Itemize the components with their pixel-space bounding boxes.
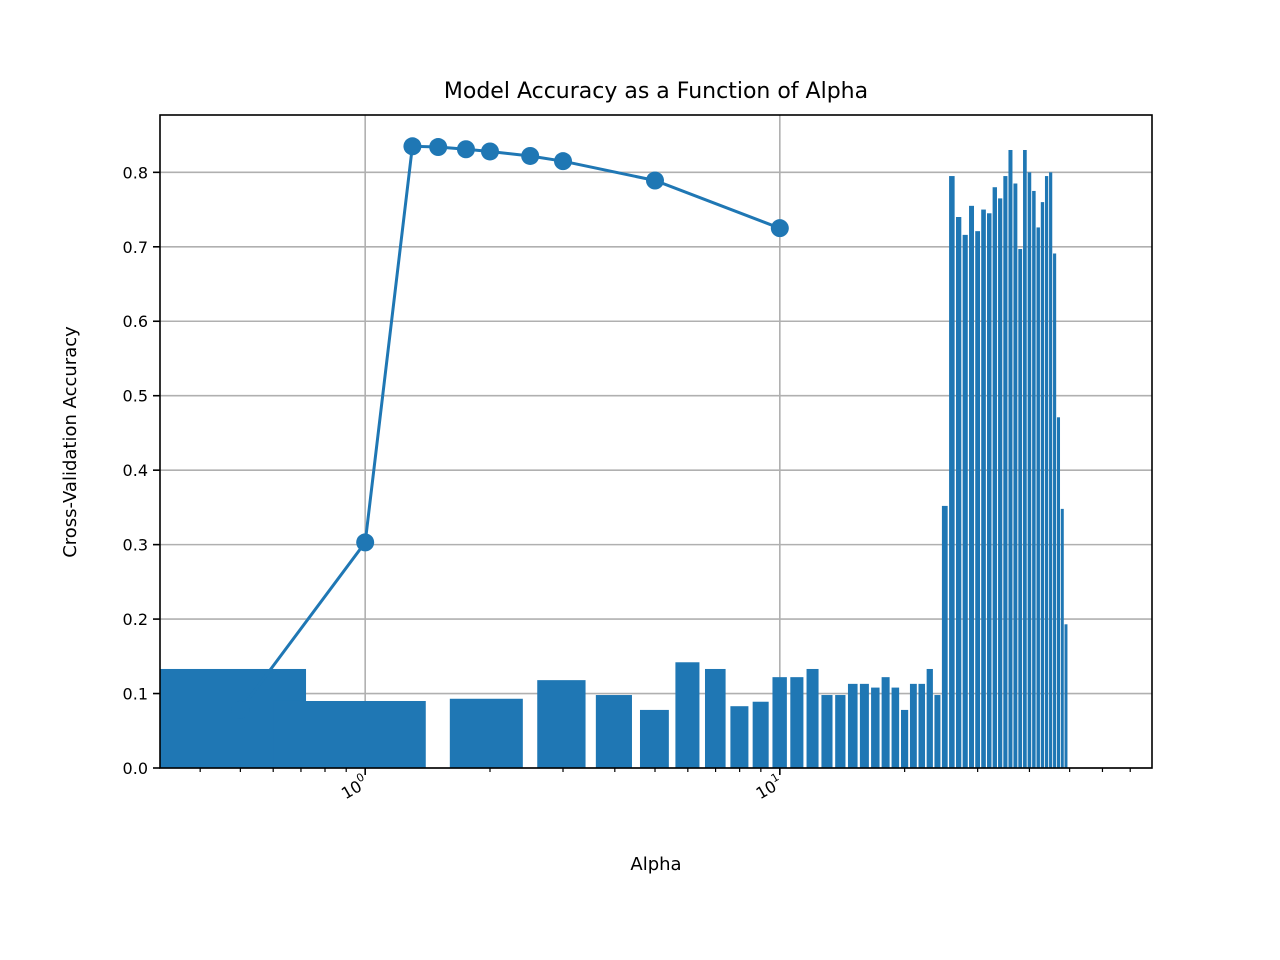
bar — [934, 695, 941, 768]
y-tick-label: 0.8 — [123, 163, 148, 182]
bar — [975, 231, 981, 768]
bar — [941, 505, 948, 768]
line-point — [231, 700, 250, 719]
bar — [881, 677, 890, 768]
bar — [1003, 176, 1008, 768]
bar — [987, 213, 992, 769]
y-axis-label: Cross-Validation Accuracy — [60, 326, 81, 558]
x-axis-label: Alpha — [630, 854, 681, 875]
bar — [1036, 227, 1040, 769]
bar — [981, 209, 986, 769]
bar — [1032, 190, 1036, 768]
bar — [752, 701, 769, 768]
bar — [926, 668, 933, 768]
bar — [918, 683, 926, 768]
bar — [998, 198, 1003, 769]
y-tick-label: 0.6 — [123, 312, 148, 331]
line-point — [480, 142, 499, 161]
bar — [992, 187, 997, 769]
bar — [730, 706, 749, 768]
bar — [859, 683, 869, 768]
bar — [537, 680, 586, 768]
bar-series — [160, 149, 1068, 769]
bar — [847, 683, 858, 768]
y-axis-ticks: 0.0 0.1 0.2 0.3 0.4 0.5 0.6 0.7 0.8 — [123, 163, 160, 778]
bar — [790, 677, 804, 768]
bar — [891, 687, 900, 768]
line-point — [429, 138, 448, 157]
bar — [639, 709, 669, 768]
bar — [909, 683, 917, 768]
bar — [835, 695, 846, 768]
line-point — [521, 146, 540, 165]
bar — [871, 687, 880, 768]
bar — [772, 677, 787, 768]
accuracy-line — [239, 144, 781, 711]
bar — [1027, 172, 1032, 768]
bar — [675, 662, 700, 768]
bar — [704, 668, 726, 768]
bar — [1040, 202, 1045, 768]
bar — [1064, 624, 1068, 768]
line-point — [554, 152, 573, 171]
bar — [449, 698, 523, 768]
y-tick-label: 0.5 — [123, 387, 148, 406]
bar — [955, 217, 962, 768]
y-tick-label: 0.7 — [123, 238, 148, 257]
line-point — [770, 219, 789, 238]
y-tick-label: 0.2 — [123, 610, 148, 629]
bar — [1018, 249, 1023, 768]
bar — [1049, 172, 1053, 768]
line-point — [403, 137, 422, 156]
bar — [1008, 149, 1013, 769]
line-point — [356, 533, 375, 552]
line-point — [456, 140, 475, 159]
y-tick-label: 0.1 — [123, 685, 148, 704]
bar — [1056, 417, 1061, 768]
bar — [595, 695, 632, 768]
line-series — [231, 137, 789, 719]
bar — [821, 695, 833, 768]
bar — [969, 205, 975, 768]
bar — [806, 668, 819, 768]
bar — [962, 234, 968, 768]
bar — [1053, 253, 1057, 769]
bar — [1013, 183, 1018, 768]
bar — [273, 700, 426, 768]
bar — [1060, 508, 1064, 768]
chart-title: Model Accuracy as a Function of Alpha — [444, 79, 868, 104]
y-tick-label: 0.0 — [123, 759, 148, 778]
bar — [900, 709, 909, 768]
bar — [1023, 149, 1027, 769]
line-point — [645, 171, 664, 190]
y-tick-label: 0.4 — [123, 461, 148, 480]
bar — [949, 176, 955, 768]
bar — [1044, 176, 1049, 768]
plot-frame — [159, 114, 1153, 769]
y-tick-label: 0.3 — [123, 536, 148, 555]
